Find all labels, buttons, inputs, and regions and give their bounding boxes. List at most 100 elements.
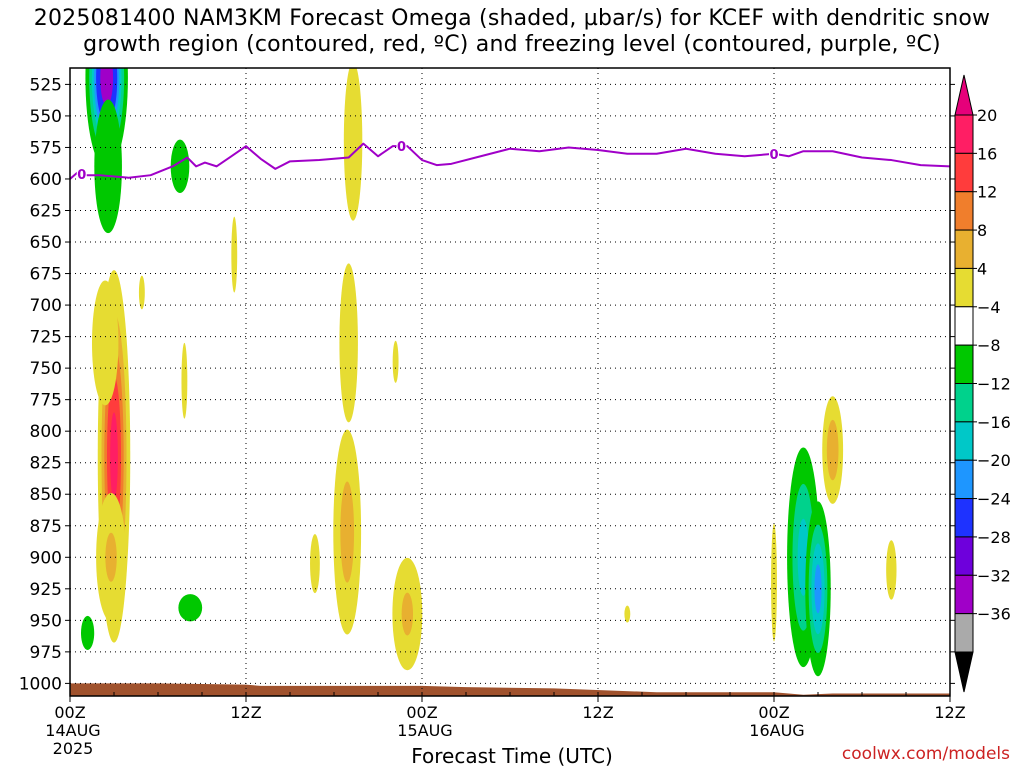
colorbar-swatch <box>954 267 974 308</box>
omega-cell-4 <box>178 594 203 622</box>
y-tick-label: 725 <box>30 328 62 348</box>
omega-cell-10 <box>231 216 238 293</box>
omega-cell-13 <box>333 429 362 635</box>
omega-cell-14 <box>310 534 320 594</box>
colorbar-label: 12 <box>977 183 997 202</box>
omega-cell-12 <box>339 263 358 423</box>
x-tick-label: 15AUG <box>397 721 452 740</box>
omega-contour <box>826 419 839 481</box>
omega-cell-7 <box>96 493 127 622</box>
y-tick-label: 750 <box>30 359 62 379</box>
colorbar-swatch <box>954 229 974 269</box>
omega-contour <box>181 342 188 419</box>
colorbar-label: 4 <box>977 259 987 278</box>
x-tick-label: 16AUG <box>749 721 804 740</box>
omega-contour <box>138 275 145 310</box>
x-tick-label: 12Z <box>934 703 965 722</box>
omega-cell-11 <box>343 68 363 221</box>
y-tick-label: 875 <box>30 517 62 537</box>
y-tick-label: 600 <box>30 170 62 190</box>
colorbar-swatch <box>954 306 974 346</box>
colorbar-label: 20 <box>977 106 997 125</box>
y-tick-label: 900 <box>30 548 62 568</box>
y-tick-label: 650 <box>30 233 62 253</box>
omega-cell-17 <box>624 605 631 623</box>
y-tick-label: 625 <box>30 201 62 221</box>
y-tick-label: 975 <box>30 643 62 663</box>
omega-cell-18 <box>771 523 777 642</box>
colorbar-swatch <box>954 152 974 193</box>
omega-contour <box>771 523 777 642</box>
omega-contour <box>310 534 320 594</box>
freezing-level-label: 0 <box>769 148 778 163</box>
omega-contour <box>170 139 190 194</box>
omega-cell-6 <box>91 280 119 406</box>
x-tick-label: 00Z <box>54 703 85 722</box>
omega-contour <box>624 605 631 623</box>
colorbar-top-arrow <box>954 74 974 116</box>
omega-contour <box>814 564 822 614</box>
omega-contour <box>231 216 238 293</box>
colorbar-label: −16 <box>977 413 1011 432</box>
y-tick-label: 775 <box>30 391 62 411</box>
colorbar-label: −8 <box>977 336 1001 355</box>
omega-cell-15 <box>392 340 399 383</box>
colorbar-bottom-arrow <box>954 651 974 693</box>
omega-contour <box>110 412 118 501</box>
omega-cell-22 <box>886 540 897 600</box>
y-tick-label: 950 <box>30 611 62 631</box>
y-tick-label: 575 <box>30 138 62 158</box>
y-axis: 525 550 575 600 625 650 675 700 725 750 775 800 825 8… <box>19 75 955 694</box>
y-tick-label: 825 <box>30 454 62 474</box>
contour-label-bg <box>769 146 779 160</box>
omega-contour <box>100 68 114 106</box>
colorbar-label: −36 <box>977 605 1011 624</box>
title-line-1: 2025081400 NAM3KM Forecast Omega (shaded… <box>33 6 991 31</box>
omega-contour <box>392 340 399 383</box>
omega-contour <box>91 280 119 406</box>
freezing-level-line <box>70 142 950 180</box>
omega-shading <box>80 68 897 677</box>
x-tick-label: 14AUG <box>45 721 100 740</box>
y-tick-label: 1000 <box>19 674 62 694</box>
colorbar-swatch <box>954 191 974 231</box>
omega-contour <box>80 615 95 650</box>
omega-contour <box>105 532 117 582</box>
x-tick-label: 12Z <box>582 703 613 722</box>
colorbar-label: 16 <box>977 144 997 163</box>
y-tick-label: 925 <box>30 580 62 600</box>
omega-contour <box>339 263 358 423</box>
omega-contour <box>401 592 414 636</box>
x-axis-label: Forecast Time (UTC) <box>411 744 613 768</box>
colorbar-swatch <box>954 613 974 653</box>
omega-cell-9 <box>181 342 188 419</box>
x-tick-label: 12Z <box>230 703 261 722</box>
x-tick-label: 00Z <box>758 703 789 722</box>
colorbar-label: −4 <box>977 298 1001 317</box>
plot-frame <box>69 67 951 697</box>
omega-cell-16 <box>392 557 423 671</box>
colorbar-label: −28 <box>977 528 1011 547</box>
credit-link[interactable]: coolwx.com/models <box>841 744 1010 764</box>
freezing-level: 0 0 0 <box>70 139 950 183</box>
contour-label-bg <box>76 167 87 181</box>
y-tick-label: 850 <box>30 485 62 505</box>
y-tick-label: 550 <box>30 107 62 127</box>
y-tick-label: 525 <box>30 75 62 95</box>
colorbar-label: 8 <box>977 221 987 240</box>
omega-cell-21 <box>822 396 844 504</box>
contour-label-bg <box>396 139 407 153</box>
omega-contour <box>340 481 355 583</box>
omega-contour <box>94 99 122 234</box>
y-tick-label: 700 <box>30 296 62 316</box>
colorbar-swatch <box>954 498 974 538</box>
x-tick-label: 2025 <box>53 739 94 758</box>
omega-cell-2 <box>170 139 190 194</box>
colorbar-label: −24 <box>977 490 1011 509</box>
freezing-level-label: 0 <box>77 168 86 183</box>
omega-contour <box>178 594 203 622</box>
colorbar-swatch <box>954 459 974 500</box>
colorbar-swatch <box>954 421 974 461</box>
omega-cell-1 <box>94 99 122 234</box>
